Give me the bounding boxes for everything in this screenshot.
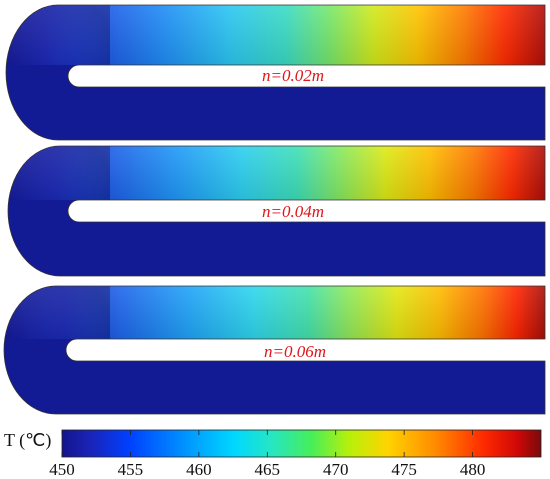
colorbar-gradient: [61, 429, 542, 458]
colorbar: T (℃) 450 455 460 465 470 475 480: [4, 429, 542, 479]
u-channel-panel-1: n=0.02m: [5, 4, 546, 141]
colorbar-tick-label: 465: [255, 460, 281, 479]
u-channel-panel-2: n=0.04m: [7, 145, 546, 277]
colorbar-title: T (℃): [4, 430, 51, 451]
panel-label-2: n=0.04m: [262, 202, 324, 221]
colorbar-tick-label: 455: [118, 460, 144, 479]
panel-label-3: n=0.06m: [264, 342, 326, 361]
colorbar-tick-label: 470: [323, 460, 349, 479]
colorbar-tick-label: 450: [49, 460, 75, 479]
colorbar-ticks: 450 455 460 465 470 475 480: [49, 430, 485, 479]
colorbar-tick-label: 480: [460, 460, 486, 479]
u-channel-panel-3: n=0.06m: [3, 285, 546, 415]
panel-label-1: n=0.02m: [262, 66, 324, 85]
colorbar-tick-label: 460: [186, 460, 212, 479]
colorbar-tick-label: 475: [391, 460, 417, 479]
